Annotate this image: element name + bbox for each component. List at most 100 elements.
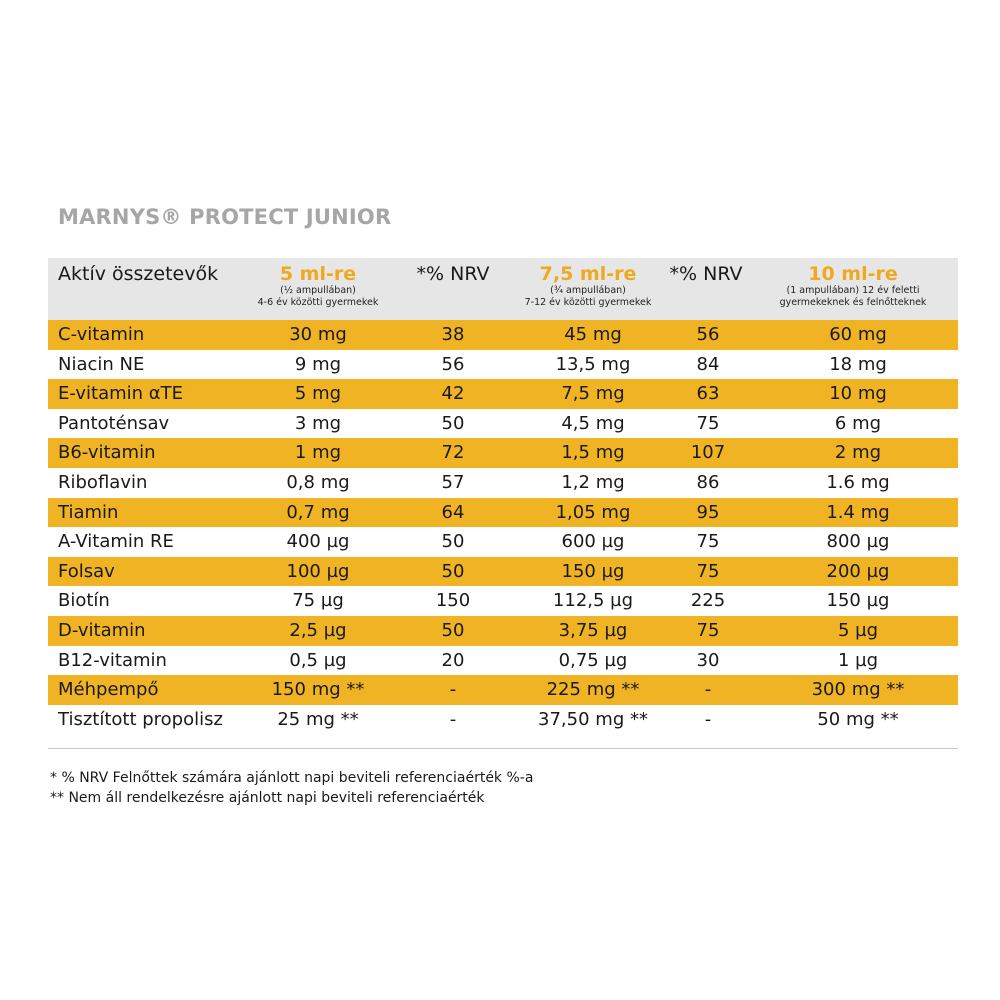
dose-5ml: 25 mg ** <box>277 708 359 730</box>
nutrient-name: B6-vitamin <box>58 442 156 464</box>
dose-7ml: 7,5 mg <box>561 383 625 405</box>
nrv-2: 63 <box>696 383 720 405</box>
dose-10ml: 18 mg <box>829 353 887 375</box>
footnote-no-reference: ** Nem áll rendelkezésre ajánlott napi b… <box>50 790 485 806</box>
nrv-1: - <box>449 708 457 730</box>
nrv-2: 75 <box>696 531 720 553</box>
nrv-1: 50 <box>441 560 465 582</box>
table-row: Tiamin 0,7 mg 64 1,05 mg 95 1.4 mg <box>48 497 958 528</box>
dose-7ml: 4,5 mg <box>561 412 625 434</box>
page-title: MARNYS® PROTECT JUNIOR <box>58 205 392 229</box>
dose-10ml: 1.6 mg <box>826 471 890 493</box>
dose-7ml: 37,50 mg ** <box>538 708 648 730</box>
nutrient-table: Aktív összetevők 5 ml-re (½ ampullában) … <box>48 258 958 735</box>
nrv-1: 64 <box>441 501 465 523</box>
dose-7ml: 1,05 mg <box>555 501 631 523</box>
dose-5ml: 150 mg ** <box>271 679 365 701</box>
nutrient-name: Tiamin <box>58 501 119 523</box>
dose-10ml: 2 mg <box>834 442 882 464</box>
dose-5ml: 400 µg <box>286 531 350 553</box>
dose-10ml: 300 mg ** <box>811 679 905 701</box>
nutrient-name: Riboflavin <box>58 471 148 493</box>
dose-7ml: 600 µg <box>561 531 625 553</box>
dose-10ml: 200 µg <box>826 560 890 582</box>
dose-10ml: 60 mg <box>829 324 887 345</box>
dose-7ml: 45 mg <box>564 324 622 345</box>
dose-5ml: 100 µg <box>286 560 350 582</box>
nrv-1: 150 <box>435 590 471 612</box>
nrv-2: - <box>704 679 712 701</box>
table-divider <box>48 748 958 749</box>
dose-10ml: 150 µg <box>826 590 890 612</box>
dose-5ml: 2,5 µg <box>289 619 347 641</box>
nrv-1: 50 <box>441 412 465 434</box>
table-row: Méhpempő 150 mg ** - 225 mg ** - 300 mg … <box>48 675 958 705</box>
nrv-1: - <box>449 679 457 701</box>
nrv-1: 56 <box>441 353 465 375</box>
footnote-nrv: * % NRV Felnőttek számára ajánlott napi … <box>50 770 534 786</box>
nutrient-name: B12-vitamin <box>58 649 167 671</box>
table-row: Riboflavin 0,8 mg 57 1,2 mg 86 1.6 mg <box>48 467 958 498</box>
dose-10ml: 10 mg <box>829 383 887 405</box>
nutrient-name: E-vitamin αTE <box>58 383 184 405</box>
dose-7ml: 1,5 mg <box>561 442 625 464</box>
dose-10ml: 6 mg <box>834 412 882 434</box>
table-row: C-vitamin 30 mg 38 45 mg 56 60 mg <box>48 320 958 350</box>
header-dose-5ml-sub2: 4-6 év közötti gyermekek <box>257 297 379 308</box>
dose-7ml: 112,5 µg <box>552 590 634 612</box>
header-name: Aktív összetevők <box>58 263 219 285</box>
nutrient-name: Niacin NE <box>58 353 145 375</box>
nrv-1: 20 <box>441 649 465 671</box>
nrv-2: 56 <box>696 324 720 345</box>
header-nrv-2: *% NRV <box>661 258 751 320</box>
table-row: A-Vitamin RE 400 µg 50 600 µg 75 800 µg <box>48 527 958 557</box>
nrv-2: 107 <box>690 442 726 464</box>
nrv-2: 75 <box>696 560 720 582</box>
dose-5ml: 3 mg <box>294 412 342 434</box>
dose-10ml: 5 µg <box>837 619 879 641</box>
table-row: Niacin NE 9 mg 56 13,5 mg 84 18 mg <box>48 349 958 380</box>
header-dose-10ml-amount: 10 ml-re <box>808 263 898 285</box>
header-nrv-1-label: *% NRV <box>416 263 490 285</box>
dose-7ml: 1,2 mg <box>561 471 625 493</box>
dose-5ml: 0,5 µg <box>289 649 347 671</box>
nrv-1: 38 <box>441 324 465 345</box>
table-row: B12-vitamin 0,5 µg 20 0,75 µg 30 1 µg <box>48 645 958 676</box>
nrv-2: 75 <box>696 412 720 434</box>
table-header: Aktív összetevők 5 ml-re (½ ampullában) … <box>48 258 958 320</box>
dose-7ml: 0,75 µg <box>558 649 628 671</box>
header-dose-5ml-amount: 5 ml-re <box>279 263 357 285</box>
dose-5ml: 30 mg <box>289 324 347 345</box>
nrv-1: 50 <box>441 619 465 641</box>
nutrient-name: Méhpempő <box>58 679 159 701</box>
header-nrv-1: *% NRV <box>408 258 498 320</box>
table-row: E-vitamin αTE 5 mg 42 7,5 mg 63 10 mg <box>48 379 958 409</box>
footnotes: * % NRV Felnőttek számára ajánlott napi … <box>50 768 533 808</box>
dose-10ml: 800 µg <box>826 531 890 553</box>
table-row: Tisztított propolisz 25 mg ** - 37,50 mg… <box>48 704 958 735</box>
dose-10ml: 50 mg ** <box>817 708 899 730</box>
nrv-2: 30 <box>696 649 720 671</box>
header-dose-10ml-sub2: gyermekeknek és felnőtteknek <box>779 297 927 308</box>
nutrient-name: C-vitamin <box>58 324 145 345</box>
header-dose-5ml: 5 ml-re (½ ampullában) 4-6 év közötti gy… <box>238 258 398 320</box>
nrv-2: 84 <box>696 353 720 375</box>
dose-5ml: 0,8 mg <box>286 471 350 493</box>
nrv-2: 225 <box>690 590 726 612</box>
dose-10ml: 1.4 mg <box>826 501 890 523</box>
header-dose-7ml: 7,5 ml-re (¾ ampullában) 7-12 év közötti… <box>498 258 678 320</box>
table-row: B6-vitamin 1 mg 72 1,5 mg 107 2 mg <box>48 438 958 468</box>
nrv-2: 86 <box>696 471 720 493</box>
header-dose-5ml-sub1: (½ ampullában) <box>280 285 356 296</box>
nrv-2: 75 <box>696 619 720 641</box>
dose-10ml: 1 µg <box>837 649 879 671</box>
header-dose-10ml-sub1: (1 ampullában) 12 év feletti <box>786 285 920 296</box>
header-dose-7ml-amount: 7,5 ml-re <box>539 263 637 285</box>
nutrient-name: Pantoténsav <box>58 412 170 434</box>
header-dose-7ml-sub1: (¾ ampullában) <box>550 285 626 296</box>
nutrient-name: Biotín <box>58 590 110 612</box>
table-row: Biotín 75 µg 150 112,5 µg 225 150 µg <box>48 586 958 616</box>
nrv-1: 50 <box>441 531 465 553</box>
dose-5ml: 75 µg <box>292 590 344 612</box>
header-nrv-2-label: *% NRV <box>669 263 743 285</box>
